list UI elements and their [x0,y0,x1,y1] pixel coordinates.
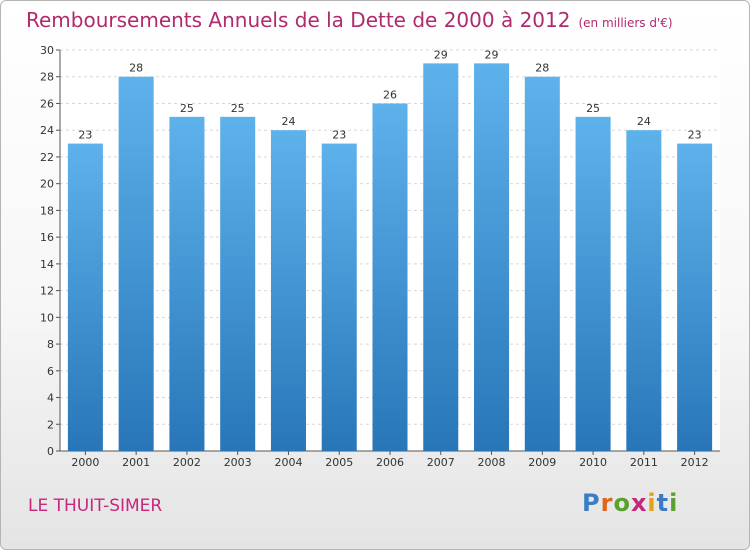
y-tick-label: 8 [47,338,54,351]
chart-title: Remboursements Annuels de la Dette de 20… [26,8,673,32]
bar-value-label: 26 [383,88,397,101]
y-tick-label: 24 [40,124,54,137]
y-tick-label: 6 [47,365,54,378]
bar [372,103,408,451]
y-tick-label: 10 [40,311,54,324]
y-tick-label: 18 [40,204,54,217]
x-tick-label: 2009 [528,456,556,469]
y-tick-label: 14 [40,258,54,271]
bar [67,143,103,452]
logo-letter: P [582,489,601,517]
chart-unit: (en milliers d'€) [578,16,673,30]
bar [524,76,560,451]
x-tick-label: 2010 [579,456,607,469]
y-tick-label: 28 [40,71,54,84]
y-tick-label: 4 [47,392,54,405]
x-tick-label: 2012 [681,456,709,469]
logo-letter: i [669,489,679,517]
logo-letter: t [656,489,670,517]
bar-value-label: 25 [231,102,245,115]
bar [270,130,306,451]
y-tick-label: 0 [47,445,54,458]
logo-letter: x [630,489,648,517]
y-tick-label: 26 [40,97,54,110]
bar [169,116,205,451]
x-tick-label: 2011 [630,456,658,469]
bar-value-label: 23 [688,129,702,142]
x-tick-label: 2002 [173,456,201,469]
x-tick-label: 2008 [478,456,506,469]
y-tick-label: 30 [40,44,54,57]
y-tick-label: 12 [40,285,54,298]
bar-value-label: 24 [637,115,651,128]
bar [321,143,357,452]
x-tick-label: 2006 [376,456,404,469]
logo-letter: i [647,489,657,517]
bar [118,76,154,451]
bar [677,143,713,452]
x-tick-label: 2007 [427,456,455,469]
x-tick-label: 2000 [71,456,99,469]
bar-value-label: 23 [78,129,92,142]
bar [626,130,662,451]
logo-letter: r [600,489,614,517]
y-tick-label: 16 [40,231,54,244]
bars [67,63,713,452]
chart-title-text: Remboursements Annuels de la Dette de 20… [26,8,571,32]
x-tick-label: 2001 [122,456,150,469]
bar-value-label: 28 [535,62,549,75]
bar-value-label: 29 [485,48,499,61]
y-tick-label: 22 [40,151,54,164]
bar [423,63,459,451]
bar-value-label: 25 [180,102,194,115]
bar-value-label: 29 [434,48,448,61]
logo-letter: o [613,489,631,517]
x-tick-label: 2003 [224,456,252,469]
y-tick-label: 20 [40,178,54,191]
labels: 0246810121416182022242628302320002820012… [40,44,709,469]
x-tick-label: 2004 [274,456,302,469]
proxiti-logo: Proxiti [582,489,678,517]
bar-value-label: 23 [332,129,346,142]
bar [220,116,256,451]
bar-value-label: 28 [129,62,143,75]
city-name: LE THUIT-SIMER [28,496,163,516]
bar-value-label: 25 [586,102,600,115]
bar-value-label: 24 [281,115,295,128]
y-tick-label: 2 [47,418,54,431]
bar [575,116,611,451]
x-tick-label: 2005 [325,456,353,469]
bar [474,63,510,451]
